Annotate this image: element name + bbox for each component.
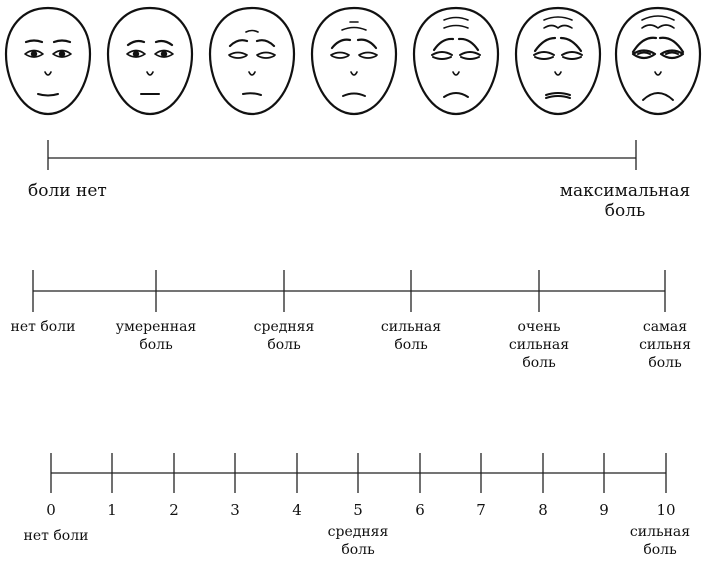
mouth bbox=[642, 92, 674, 101]
eye bbox=[24, 49, 44, 58]
calm-face-icon bbox=[4, 6, 92, 116]
mouth bbox=[443, 92, 469, 98]
eye bbox=[533, 51, 555, 60]
face-outline bbox=[614, 6, 702, 116]
scale2-label-worst: самая сильня боль bbox=[639, 319, 691, 371]
slightly-concerned-face-icon bbox=[106, 6, 194, 116]
scale3-number: 7 bbox=[476, 501, 486, 519]
scale3-number: 3 bbox=[230, 501, 240, 519]
nose bbox=[452, 71, 460, 76]
pained-face-icon bbox=[412, 6, 500, 116]
scale2-label-none: нет боли bbox=[10, 319, 76, 335]
scale3-number: 2 bbox=[169, 501, 179, 519]
scale3-label-none: нет боли bbox=[23, 528, 89, 544]
eyebrow bbox=[330, 38, 378, 50]
eye bbox=[154, 49, 174, 58]
eyebrow bbox=[432, 37, 480, 52]
scale2-label-moderate: умеренная боль bbox=[115, 319, 197, 353]
face-outline bbox=[514, 6, 602, 116]
nose bbox=[248, 71, 256, 76]
eye bbox=[52, 49, 72, 58]
pupil bbox=[160, 50, 168, 58]
mouth bbox=[545, 92, 571, 99]
face-outline bbox=[4, 6, 92, 116]
eye bbox=[637, 51, 651, 55]
forehead-wrinkle bbox=[341, 21, 367, 31]
scale3-label-medium: средняя боль bbox=[327, 524, 389, 558]
scale3-number: 4 bbox=[292, 501, 302, 519]
eye bbox=[431, 51, 453, 60]
forehead-wrinkle bbox=[245, 29, 259, 33]
eyebrow bbox=[533, 36, 583, 53]
scale2-label-strong: сильная боль bbox=[380, 319, 442, 353]
scale3-number: 1 bbox=[107, 501, 117, 519]
nose bbox=[350, 71, 358, 76]
strong-pain-face-icon bbox=[514, 6, 602, 116]
scale3-number: 8 bbox=[538, 501, 548, 519]
forehead-wrinkle bbox=[543, 16, 573, 29]
eye bbox=[631, 49, 657, 60]
scale3-label-strong: сильная боль bbox=[629, 524, 691, 558]
eye bbox=[228, 51, 248, 59]
extreme-pain-face-icon bbox=[614, 6, 702, 116]
nose bbox=[44, 71, 52, 76]
pupil bbox=[132, 50, 140, 58]
pupil bbox=[58, 50, 66, 58]
mouth bbox=[37, 93, 59, 97]
forehead-wrinkle bbox=[443, 16, 469, 29]
mouth bbox=[342, 92, 366, 97]
eye bbox=[358, 51, 378, 59]
face-outline bbox=[106, 6, 194, 116]
eyebrow bbox=[126, 39, 174, 47]
scale1-left-label: боли нет bbox=[28, 181, 107, 201]
face-outline bbox=[208, 6, 296, 116]
nose bbox=[146, 71, 154, 76]
face-outline bbox=[412, 6, 500, 116]
eyebrow bbox=[24, 39, 72, 44]
uneasy-face-icon bbox=[208, 6, 296, 116]
eye bbox=[126, 49, 146, 58]
eye bbox=[665, 51, 679, 55]
scale2-label-medium: средняя боль bbox=[253, 319, 315, 353]
eye bbox=[459, 51, 481, 60]
forehead-wrinkle bbox=[641, 15, 675, 29]
face-outline bbox=[310, 6, 398, 116]
nose bbox=[554, 71, 562, 76]
pupil bbox=[30, 50, 38, 58]
eyebrow bbox=[631, 36, 685, 54]
scale3-number: 9 bbox=[599, 501, 609, 519]
scale3-number: 5 bbox=[353, 501, 363, 519]
face-row bbox=[4, 6, 702, 116]
eye bbox=[561, 51, 583, 60]
scale3-number: 6 bbox=[415, 501, 425, 519]
scale1-right-label: максимальная боль bbox=[559, 181, 691, 221]
scale3-number: 0 bbox=[46, 501, 56, 519]
nose bbox=[654, 71, 662, 76]
eyebrow bbox=[228, 39, 276, 48]
eye bbox=[256, 51, 276, 59]
worried-face-icon bbox=[310, 6, 398, 116]
scale3-number: 10 bbox=[656, 501, 676, 519]
eye bbox=[659, 49, 685, 60]
scale2-label-very-strong: очень сильная боль bbox=[508, 319, 570, 371]
eye bbox=[330, 51, 350, 59]
mouth bbox=[242, 92, 262, 96]
